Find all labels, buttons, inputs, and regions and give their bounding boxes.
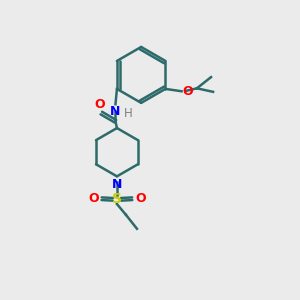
Text: O: O [135, 192, 146, 205]
Text: O: O [88, 192, 99, 205]
Text: N: N [110, 105, 121, 119]
Text: H: H [124, 106, 133, 120]
Text: O: O [94, 98, 105, 111]
Text: O: O [182, 85, 193, 98]
Text: S: S [112, 192, 122, 206]
Text: N: N [112, 178, 122, 191]
